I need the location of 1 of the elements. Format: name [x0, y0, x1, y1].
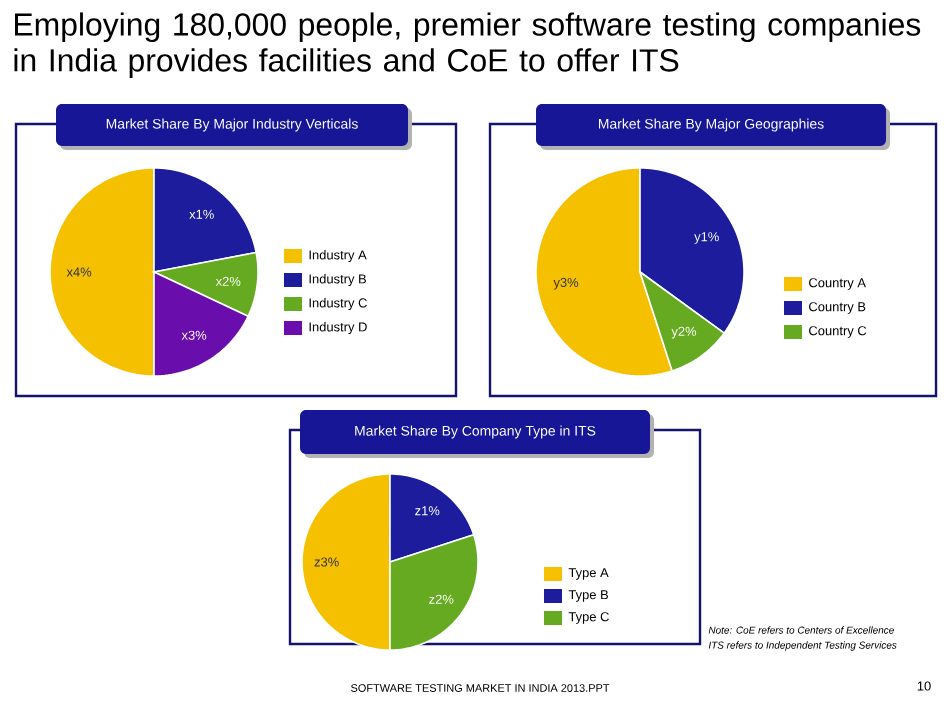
text: Employing 180,000 people, premier software testing companies in India provides facilities and CoE to offer ITS [14, 12, 921, 78]
